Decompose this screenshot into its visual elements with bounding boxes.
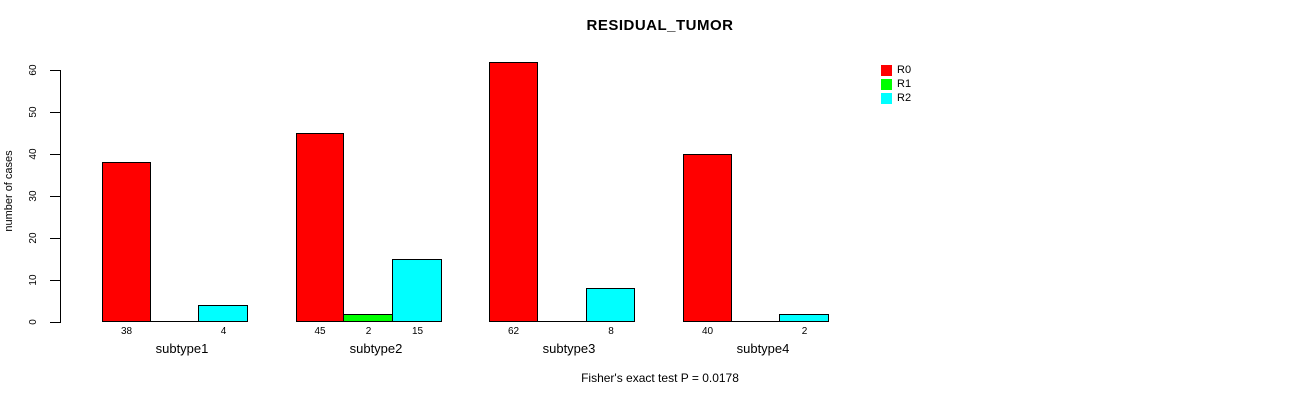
- bar-subtype2-R0: [296, 133, 344, 322]
- bar-value-label: 4: [220, 326, 227, 337]
- bar-subtype1-R0: [102, 162, 151, 322]
- y-axis-tick: [50, 70, 60, 71]
- bar-subtype4-R2: [779, 314, 829, 322]
- bar-subtype3-R2: [586, 288, 635, 322]
- footnote: Fisher's exact test P = 0.0178: [581, 371, 739, 385]
- bar-subtype3-R1-zero: [538, 321, 587, 322]
- y-axis-tick: [50, 196, 60, 197]
- legend-item: R2: [881, 93, 911, 104]
- y-axis-tick: [50, 238, 60, 239]
- bar-value-label: 40: [701, 326, 714, 337]
- y-axis-tick-label: 40: [28, 148, 39, 160]
- y-axis-tick-label: 30: [28, 190, 39, 202]
- legend-label: R0: [897, 64, 912, 76]
- y-axis-tick-label: 0: [28, 319, 39, 325]
- legend-swatch-R2: [881, 93, 892, 104]
- legend-swatch-R0: [881, 65, 892, 76]
- bar-value-label: 62: [507, 326, 520, 337]
- x-category-label: subtype4: [736, 341, 790, 356]
- bar-value-label: 38: [120, 326, 133, 337]
- bar-subtype1-R1-zero: [151, 321, 199, 322]
- y-axis-tick: [50, 322, 60, 323]
- bar-subtype2-R2: [392, 259, 442, 322]
- legend-label: R1: [897, 78, 912, 90]
- legend: R0 R1 R2: [881, 65, 911, 107]
- y-axis-tick: [50, 112, 60, 113]
- bar-value-label: 2: [801, 326, 808, 337]
- bar-subtype3-R0: [489, 62, 538, 322]
- bar-value-label: 8: [608, 326, 614, 337]
- x-category-label: subtype2: [349, 341, 403, 356]
- y-axis-tick-label: 50: [28, 106, 39, 118]
- bar-subtype1-R2: [198, 305, 248, 322]
- y-axis-line: [60, 70, 61, 323]
- bar-subtype2-R1: [343, 314, 393, 322]
- y-axis-tick: [50, 280, 60, 281]
- bar-value-label: 2: [365, 326, 372, 337]
- legend-item: R1: [881, 79, 911, 90]
- x-category-label: subtype1: [155, 341, 209, 356]
- legend-item: R0: [881, 65, 911, 76]
- y-axis-tick-label: 20: [28, 232, 39, 244]
- legend-swatch-R1: [881, 79, 892, 90]
- bar-subtype4-R1-zero: [732, 321, 780, 322]
- y-axis-tick-label: 10: [28, 274, 39, 286]
- y-axis-tick: [50, 154, 60, 155]
- legend-label: R2: [897, 92, 912, 104]
- x-category-label: subtype3: [542, 341, 596, 356]
- bar-subtype4-R0: [683, 154, 732, 322]
- bar-value-label: 15: [411, 326, 424, 337]
- y-axis-tick-label: 60: [28, 64, 39, 76]
- chart-title: RESIDUAL_TUMOR: [586, 17, 734, 34]
- bar-value-label: 45: [314, 326, 326, 337]
